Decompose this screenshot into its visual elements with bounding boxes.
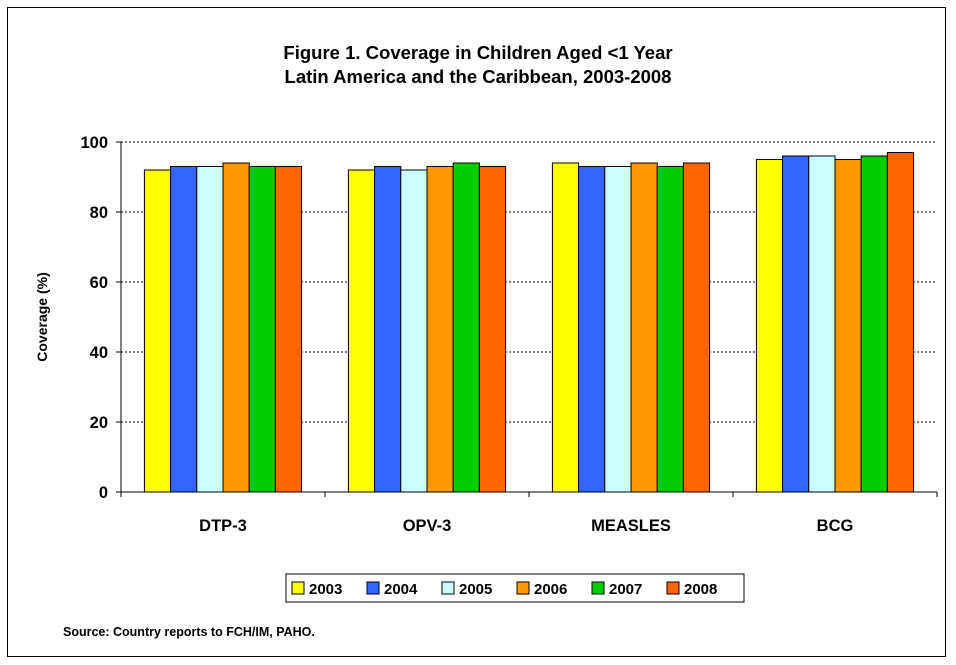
bar-bcg-2004 xyxy=(782,155,810,493)
bar-measles-2007 xyxy=(656,166,684,493)
y-tick-label: 60 xyxy=(90,274,108,292)
x-tick-label: MEASLES xyxy=(591,517,671,535)
bar-measles-2005 xyxy=(604,166,632,493)
y-axis-label: Coverage (%) xyxy=(34,272,50,361)
y-tick-label: 40 xyxy=(90,344,108,362)
legend-label-2003: 2003 xyxy=(309,581,342,598)
bar-dtp-3-2005 xyxy=(196,166,224,493)
bar-bcg-2008 xyxy=(886,152,915,493)
legend-label-2008: 2008 xyxy=(684,581,717,598)
bar-measles-2006 xyxy=(630,162,658,493)
bar-opv-3-2006 xyxy=(426,166,454,493)
bar-bcg-2005 xyxy=(808,155,836,493)
bar-bcg-2003 xyxy=(755,159,784,493)
y-tick-label: 100 xyxy=(80,134,108,152)
bar-bcg-2007 xyxy=(860,155,888,493)
bar-opv-3-2005 xyxy=(400,169,428,493)
legend-label-2007: 2007 xyxy=(609,581,642,598)
bar-dtp-3-2003 xyxy=(143,169,172,493)
chart-title: Figure 1. Coverage in Children Aged <1 Y… xyxy=(283,42,673,63)
bar-opv-3-2008 xyxy=(478,166,507,493)
legend-swatch-2005 xyxy=(441,581,455,595)
x-tick-label: BCG xyxy=(817,517,854,535)
bar-measles-2004 xyxy=(578,166,606,493)
bar-measles-2008 xyxy=(682,162,711,493)
y-tick-label: 80 xyxy=(90,204,108,222)
bar-dtp-3-2007 xyxy=(248,166,276,493)
bar-measles-2003 xyxy=(551,162,580,493)
legend-label-2004: 2004 xyxy=(384,581,418,598)
bar-dtp-3-2004 xyxy=(170,166,198,493)
bar-dtp-3-2008 xyxy=(274,166,303,493)
y-tick-label: 0 xyxy=(99,484,108,502)
bar-opv-3-2004 xyxy=(374,166,402,493)
legend-swatch-2008 xyxy=(666,581,680,595)
legend-label-2006: 2006 xyxy=(534,581,567,598)
chart-subtitle: Latin America and the Caribbean, 2003-20… xyxy=(284,66,672,87)
legend-swatch-2004 xyxy=(366,581,380,595)
legend-swatch-2007 xyxy=(591,581,605,595)
bar-opv-3-2003 xyxy=(347,169,376,493)
source-note: Source: Country reports to FCH/IM, PAHO. xyxy=(63,625,315,639)
x-tick-label: OPV-3 xyxy=(403,517,452,535)
bar-bcg-2006 xyxy=(834,159,862,493)
legend-swatch-2006 xyxy=(516,581,530,595)
y-tick-label: 20 xyxy=(90,414,108,432)
x-tick-label: DTP-3 xyxy=(199,517,247,535)
legend-swatch-2003 xyxy=(291,581,305,595)
bar-opv-3-2007 xyxy=(452,162,480,493)
legend-label-2005: 2005 xyxy=(459,581,492,598)
bar-dtp-3-2006 xyxy=(222,162,250,493)
